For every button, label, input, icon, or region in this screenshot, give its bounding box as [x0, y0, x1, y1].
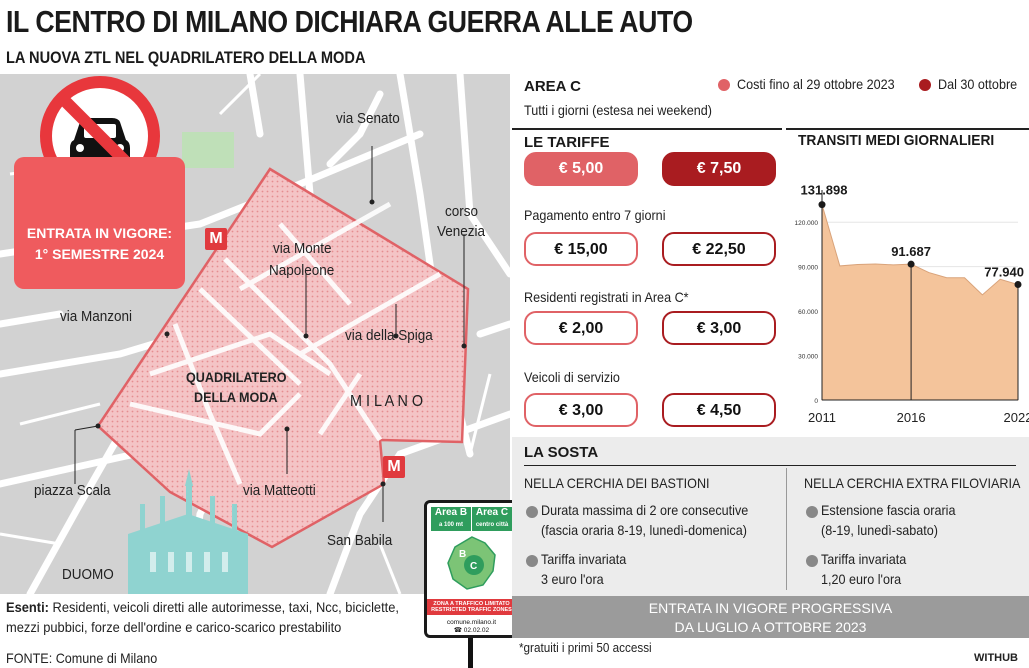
label-quadrilatero: DELLA MODA [194, 389, 278, 405]
sosta-right-b2: 1,20 euro l'ora [821, 571, 902, 587]
sosta-left-b2: Tariffa invariata [541, 551, 627, 567]
tariff-old-base: € 5,00 [524, 152, 638, 186]
sosta-right-b2: Tariffa invariata [821, 551, 907, 567]
sosta-left-b2: 3 euro l'ora [541, 571, 604, 587]
y-tick-label: 0 [814, 398, 818, 405]
sosta-right-b1: (8-19, lunedì-sabato) [821, 522, 938, 538]
label-piazza-scala: piazza Scala [34, 482, 111, 499]
entrata-progressiva-banner: ENTRATA IN VIGORE PROGRESSIVA DA LUGLIO … [512, 596, 1029, 638]
label-via-della-spiga: via della Spiga [345, 327, 433, 344]
data-point [818, 201, 826, 209]
sign-area-b: Area B a 100 mt [431, 507, 471, 531]
label-via-manzoni: via Manzoni [60, 308, 133, 325]
sign-area-c: Area C centro città [472, 507, 512, 531]
tariff-new-7-giorni: € 22,50 [662, 232, 776, 266]
y-tick-label: 90.000 [798, 265, 818, 272]
sosta-panel [512, 437, 1029, 597]
area-c-subtitle: Tutti i giorni (estesa nei weekend) [524, 102, 712, 118]
footnote: *gratuiti i primi 50 accessi [519, 640, 652, 655]
legend-old-swatch [718, 79, 730, 91]
bullet-icon [806, 555, 818, 567]
legend-old-label: Costi fino al 29 ottobre 2023 [737, 76, 895, 92]
source-text: FONTE: Comune di Milano [6, 650, 158, 666]
sosta-left-b1: Durata massima di 2 ore consecutive [541, 502, 749, 518]
area-series [821, 204, 1019, 401]
tariff-new-base: € 7,50 [662, 152, 776, 186]
divider [524, 465, 1016, 466]
x-tick-label: 2022 [1004, 410, 1029, 425]
y-tick-label: 120.000 [795, 220, 819, 227]
tariffe-title: LE TARIFFE [524, 134, 610, 151]
sosta-title: LA SOSTA [524, 444, 599, 461]
area-c-title: AREA C [524, 78, 581, 95]
sosta-left-heading: NELLA CERCHIA DEI BASTIONI [524, 475, 710, 491]
metro-icon: M [383, 456, 405, 478]
label-san-babila: San Babila [327, 532, 393, 549]
data-label: 131.898 [801, 183, 848, 198]
divider [786, 468, 787, 590]
chart-title: TRANSITI MEDI GIORNALIERI [798, 132, 995, 149]
label-milano: M I L A N O [350, 393, 424, 410]
sign-map-icon: B C [447, 536, 496, 590]
map-drawing [0, 74, 510, 594]
svg-text:C: C [470, 561, 477, 572]
x-tick-label: 2011 [808, 410, 836, 425]
esenti-note: Esenti: Residenti, veicoli diretti alle … [6, 597, 399, 637]
data-point [907, 260, 915, 268]
divider [786, 128, 1029, 130]
ztl-road-sign: Area B a 100 mt Area C centro città B C … [424, 500, 519, 638]
page-subtitle: LA NUOVA ZTL NEL QUADRILATERO DELLA MODA [6, 48, 366, 67]
tariff-new-residenti: € 3,00 [662, 311, 776, 345]
tariff-old-servizio: € 3,00 [524, 393, 638, 427]
transiti-chart: 0 30.000 60.000 90.000 120.000 2011 2016 2022 13… [795, 183, 1029, 425]
label-corso-venezia: corso [445, 203, 479, 220]
entrata-in-vigore-box: ENTRATA IN VIGORE: 1° SEMESTRE 2024 [14, 157, 185, 289]
y-tick-label: 30.000 [798, 354, 818, 361]
metro-icon: M [205, 228, 227, 250]
tariff-label-7-giorni: Pagamento entro 7 giorni [524, 207, 666, 223]
legend-new-swatch [919, 79, 931, 91]
sosta-left-b1: (fascia oraria 8-19, lunedì-domenica) [541, 522, 747, 538]
label-quadrilatero: QUADRILATERO [186, 369, 287, 385]
entrata-line-1: ENTRATA IN VIGORE: [26, 225, 173, 241]
label-via-monte-napoleone: via Monte [273, 240, 332, 257]
svg-text:B: B [459, 549, 466, 560]
tariff-old-residenti: € 2,00 [524, 311, 638, 345]
x-tick-label: 2016 [897, 410, 926, 425]
sign-ztl-banner: ZONA A TRAFFICO LIMITATO RESTRICTED TRAF… [427, 599, 516, 615]
bullet-icon [806, 506, 818, 518]
label-via-matteotti: via Matteotti [243, 482, 316, 499]
banner-line-1: ENTRATA IN VIGORE PROGRESSIVA [648, 600, 893, 616]
label-duomo: DUOMO [62, 566, 114, 583]
entrata-line-2: 1° SEMESTRE 2024 [34, 246, 165, 262]
bullet-icon [526, 506, 538, 518]
esenti-line-2: mezzi pubbici, forze dell'ordine e caric… [6, 619, 342, 635]
y-tick-label: 60.000 [798, 309, 818, 316]
sign-contacts: comune.milano.it ☎ 02.02.02 [446, 619, 497, 634]
data-label: 77.940 [984, 265, 1024, 280]
tariff-label-servizio: Veicoli di servizio [524, 369, 620, 385]
sign-pole [468, 636, 473, 668]
data-label: 91.687 [891, 244, 931, 259]
label-via-senato: via Senato [336, 110, 400, 127]
page-title: IL CENTRO DI MILANO DICHIARA GUERRA ALLE… [6, 4, 693, 39]
divider [512, 128, 782, 130]
label-via-monte-napoleone: Napoleone [269, 262, 335, 279]
tariff-new-servizio: € 4,50 [662, 393, 776, 427]
tariff-old-7-giorni: € 15,00 [524, 232, 638, 266]
banner-line-2: DA LUGLIO A OTTOBRE 2023 [674, 619, 867, 635]
esenti-label: Esenti: [6, 599, 49, 615]
brand-logo: WITHUB [974, 652, 1018, 664]
tariff-label-residenti: Residenti registrati in Area C* [524, 289, 689, 305]
sosta-right-heading: NELLA CERCHIA EXTRA FILOVIARIA [804, 475, 1021, 491]
bullet-icon [526, 555, 538, 567]
ztl-map [0, 74, 510, 594]
sosta-right-b1: Estensione fascia oraria [821, 502, 956, 518]
data-point [1014, 281, 1022, 289]
legend-new-label: Dal 30 ottobre [938, 76, 1018, 92]
esenti-line-1: Residenti, veicoli diretti alle autorime… [48, 599, 399, 615]
label-corso-venezia: Venezia [437, 223, 486, 240]
